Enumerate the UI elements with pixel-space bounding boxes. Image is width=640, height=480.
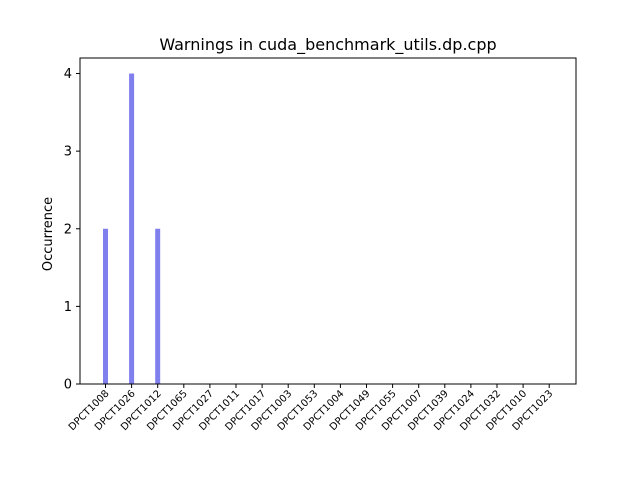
bar-dpct1008 (103, 228, 108, 384)
chart-title: Warnings in cuda_benchmark_utils.dp.cpp (159, 35, 496, 55)
y-tick-label: 1 (64, 300, 72, 315)
y-tick-label: 0 (64, 378, 72, 393)
y-tick-label: 4 (64, 67, 72, 82)
bar-dpct1012 (155, 228, 161, 384)
bar-dpct1026 (129, 73, 135, 385)
y-axis-label: Occurrence (41, 197, 56, 271)
y-tick-label: 3 (64, 145, 72, 160)
plot-area-frame (79, 57, 577, 385)
y-tick-label: 2 (64, 222, 72, 237)
